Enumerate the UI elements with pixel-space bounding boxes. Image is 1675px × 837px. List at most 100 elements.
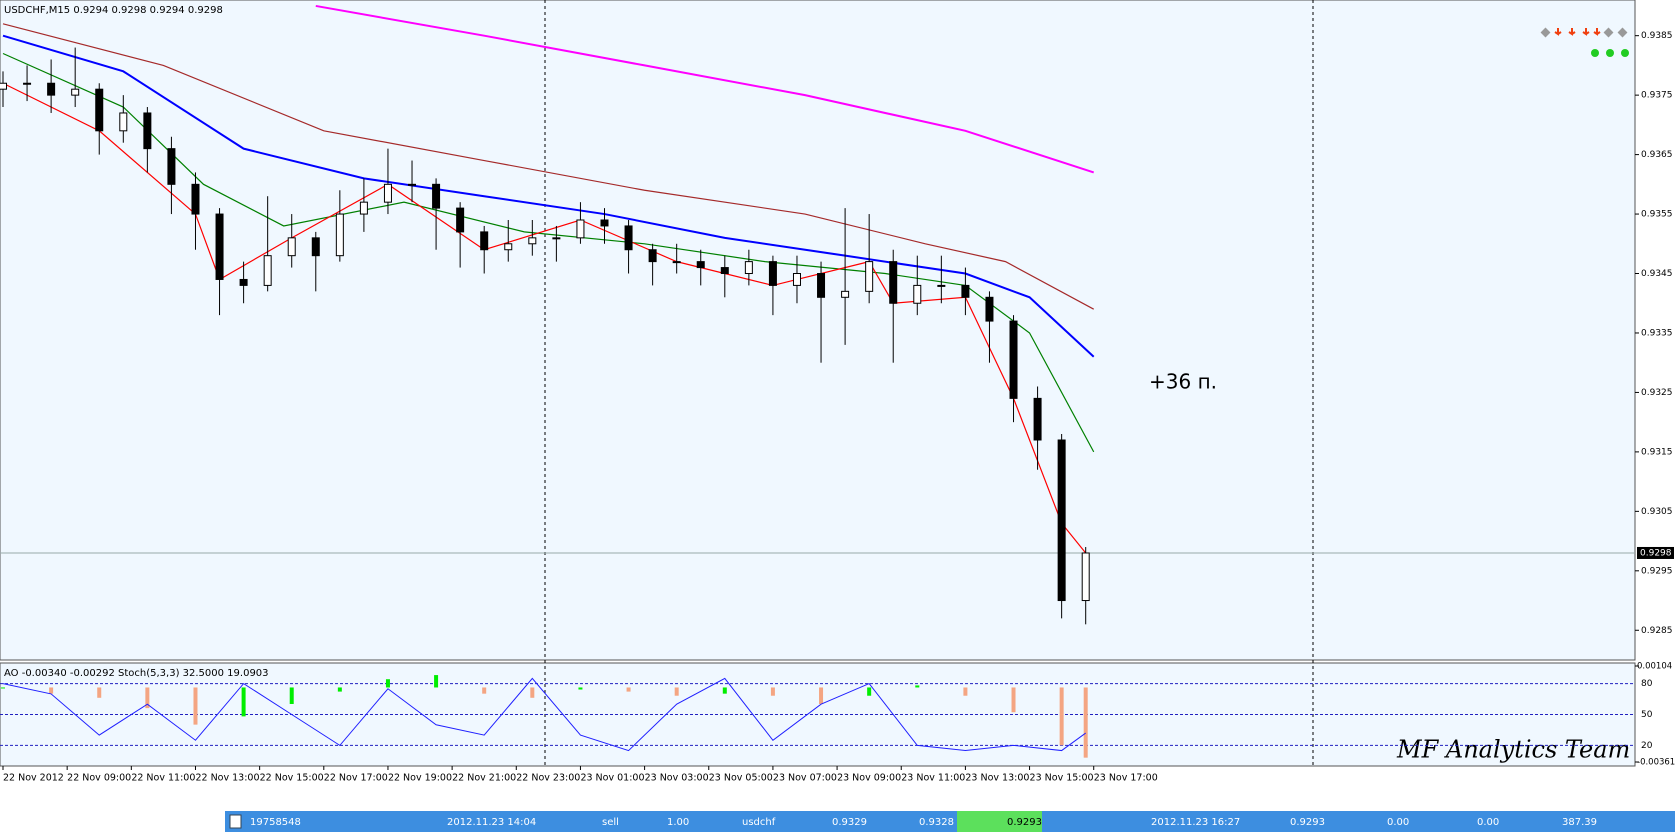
candle-body — [865, 261, 874, 292]
y-tick-label: 0.9305 — [1641, 507, 1673, 517]
level-label: 20 — [1641, 741, 1653, 751]
price-cell — [957, 811, 1042, 832]
ao-bar — [482, 687, 487, 694]
x-tick-label: 22 Nov 21:00 — [452, 773, 516, 784]
ao-bar — [97, 687, 102, 698]
x-tick-label: 23 Nov 15:00 — [1030, 773, 1094, 784]
candle-body — [913, 284, 922, 304]
y-tick-label: 0.9375 — [1641, 91, 1673, 101]
ao-bar — [289, 687, 294, 704]
x-tick-label: 22 Nov 17:00 — [324, 773, 388, 784]
candle-body — [889, 261, 898, 304]
trade-cell: 0.9293 — [1290, 817, 1325, 828]
trade-cell: 0.9329 — [832, 817, 867, 828]
candle-body — [287, 237, 296, 257]
candle-body — [167, 148, 176, 185]
y-tick-label: 0.9315 — [1641, 447, 1673, 457]
x-tick-label: 23 Nov 17:00 — [1094, 773, 1158, 784]
candle-body — [961, 284, 970, 298]
candle-body — [792, 273, 801, 286]
candle-body — [1033, 397, 1042, 441]
ao-bar — [1083, 687, 1088, 758]
candle-body — [1081, 552, 1090, 602]
moving-average — [2, 52, 1095, 453]
ao-bar — [770, 687, 775, 696]
candle-body — [576, 219, 585, 239]
ao-bar — [145, 687, 150, 709]
x-tick-label: 22 Nov 15:00 — [260, 773, 324, 784]
candle-body — [191, 183, 200, 215]
candle-body — [311, 237, 320, 257]
candle-body — [263, 255, 272, 286]
trade-cell: 0.00 — [1477, 817, 1499, 828]
candle-body — [648, 249, 657, 263]
candle-body — [841, 290, 850, 298]
y-tick-label: 0.9355 — [1641, 210, 1673, 220]
x-tick-label: 23 Nov 03:00 — [645, 773, 709, 784]
y-tick-label: 0.9385 — [1641, 31, 1673, 41]
candle-body — [672, 261, 681, 264]
candle-body — [47, 82, 56, 96]
ao-bar — [578, 687, 583, 690]
trade-cell: 2012.11.23 16:27 — [1151, 817, 1240, 828]
stoch-line — [2, 677, 1086, 752]
candle-body — [817, 273, 826, 298]
ao-bar — [193, 687, 198, 725]
ao-bar — [1, 687, 5, 689]
ao-bar — [49, 687, 54, 694]
candle-body — [720, 267, 729, 275]
order-icon — [229, 814, 242, 829]
y2-tick-label: -0.00361 — [1637, 758, 1675, 768]
x-tick-label: 22 Nov 09:00 — [67, 773, 131, 784]
candle-body — [215, 213, 224, 280]
x-tick-label: 23 Nov 09:00 — [837, 773, 901, 784]
candle-body — [480, 231, 489, 251]
x-tick-label: 23 Nov 07:00 — [773, 773, 837, 784]
candle-body — [143, 112, 152, 150]
trade-cell: 0.00 — [1387, 817, 1409, 828]
ao-bar — [385, 679, 390, 688]
candle-body — [696, 261, 705, 269]
chart-header: USDCHF,M15 0.9294 0.9298 0.9294 0.9298 — [4, 5, 223, 16]
ao-bar — [819, 687, 824, 704]
ao-bar — [241, 687, 246, 717]
y-tick-label: 0.9335 — [1641, 328, 1673, 338]
ao-bar — [915, 685, 920, 688]
candle-body — [768, 261, 777, 286]
x-tick-label: 23 Nov 01:00 — [580, 773, 644, 784]
candle-body — [456, 207, 465, 233]
ao-bar — [674, 687, 679, 696]
trade-cell: sell — [602, 817, 619, 828]
x-tick-label: 22 Nov 23:00 — [516, 773, 580, 784]
trade-cell: 0.9328 — [919, 817, 954, 828]
candle-body — [335, 213, 344, 257]
candle-body — [985, 296, 994, 322]
y-tick-label: 0.9285 — [1641, 626, 1673, 636]
ao-bar — [434, 675, 439, 688]
x-tick-label: 22 Nov 13:00 — [195, 773, 259, 784]
ao-bar — [626, 687, 631, 692]
candle-body — [744, 261, 753, 275]
trade-cell: 387.39 — [1562, 817, 1597, 828]
level-label: 80 — [1641, 679, 1653, 689]
candle-body — [528, 237, 537, 245]
ao-bar — [337, 687, 342, 692]
last-price-tag — [1637, 546, 1674, 559]
candle-body — [600, 219, 609, 227]
candle-body — [71, 88, 80, 96]
candle-body — [383, 183, 392, 203]
trade-row[interactable]: 19758548 2012.11.23 14:04 sell 1.00 usdchf 0.… — [225, 811, 1675, 832]
level-label: 50 — [1641, 710, 1653, 720]
candle-body — [0, 82, 7, 90]
price-axis — [1636, 0, 1675, 766]
x-tick-label: 23 Nov 11:00 — [901, 773, 965, 784]
signal-icons — [1540, 27, 1629, 57]
y2-tick-label: 0.00104 — [1637, 662, 1672, 672]
watermark: MF Analytics Team — [1396, 736, 1630, 764]
moving-average — [315, 4, 1095, 174]
ao-bar — [963, 687, 968, 696]
trade-row-bg — [225, 811, 1675, 832]
last-price-label: 0.9298 — [1640, 548, 1672, 558]
candle-body — [504, 243, 513, 251]
